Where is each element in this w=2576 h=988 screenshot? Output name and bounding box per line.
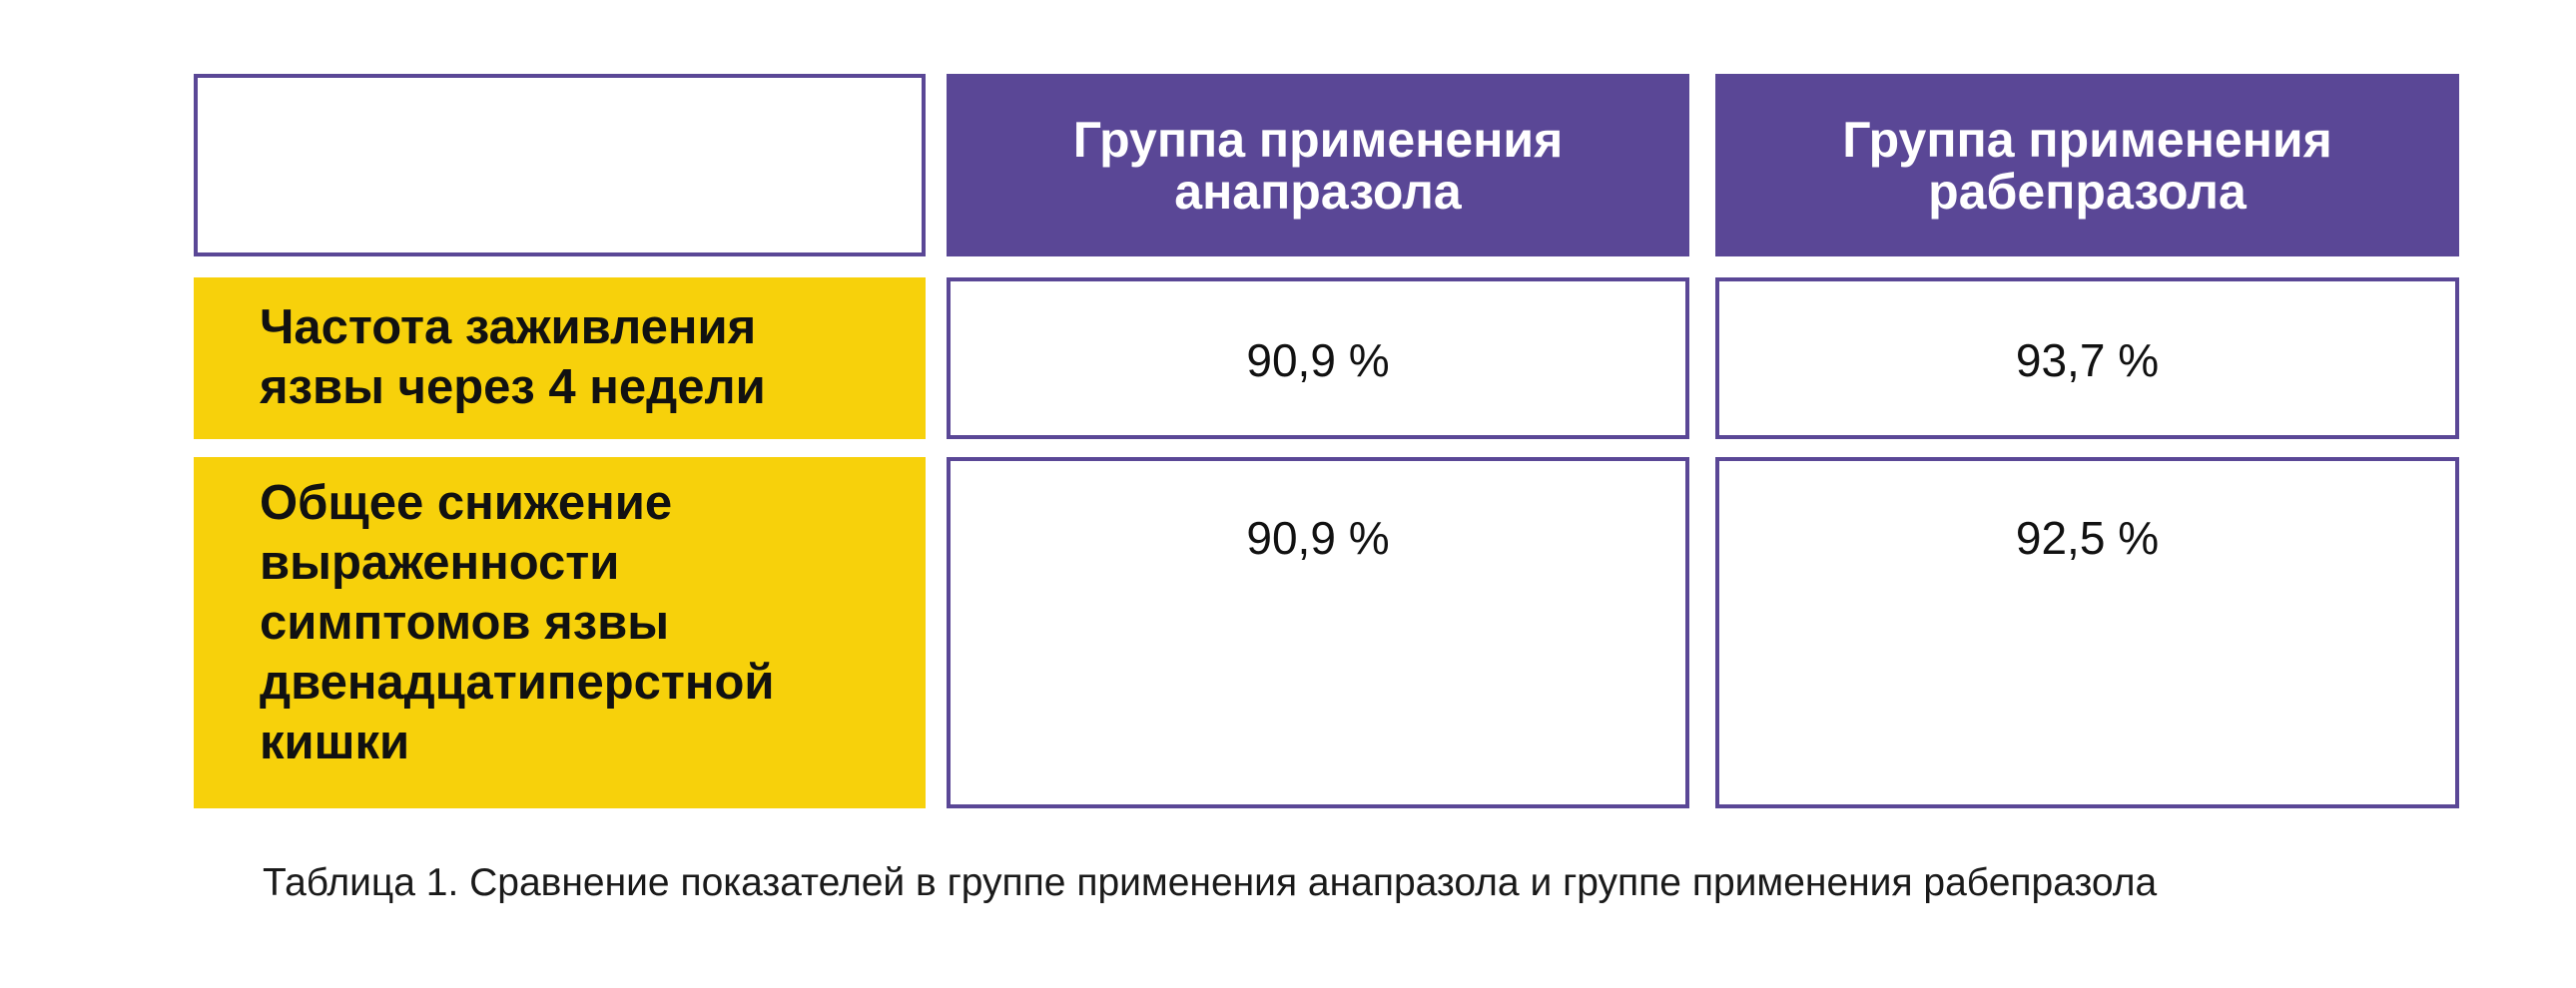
row-label-symptom-reduction-line-3: симптомов язвы [260, 596, 670, 650]
column-header-anaprazole: Группа применения анапразола [947, 74, 1689, 256]
column-header-rabeprazole: Группа применения рабепразола [1715, 74, 2459, 256]
value-symptom-reduction-rabeprazole: 92,5 % [1715, 457, 2459, 808]
value-text: 93,7 % [2015, 334, 2160, 386]
column-header-anaprazole-line-2: анапразола [1174, 163, 1462, 220]
column-header-rabeprazole-line-1: Группа применения [1842, 111, 2332, 168]
row-label-symptom-reduction-line-2: выраженности [260, 536, 620, 590]
table-caption: Таблица 1. Сравнение показателей в групп… [263, 861, 2158, 904]
value-text: 92,5 % [2015, 512, 2160, 564]
column-header-anaprazole-line-1: Группа применения [1072, 111, 1564, 168]
column-header-rabeprazole-line-2: рабепразола [1928, 163, 2247, 220]
row-label-healing-rate-line-2: язвы через 4 недели [260, 360, 766, 414]
value-text: 90,9 % [1246, 334, 1390, 386]
value-healing-rate-anaprazole: 90,9 % [947, 277, 1689, 439]
row-label-symptom-reduction-line-5: кишки [260, 716, 410, 769]
value-text: 90,9 % [1246, 512, 1390, 564]
row-label-healing-rate: Частота заживления язвы через 4 недели [194, 277, 926, 439]
value-healing-rate-rabeprazole: 93,7 % [1715, 277, 2459, 439]
value-symptom-reduction-anaprazole: 90,9 % [947, 457, 1689, 808]
table-corner-cell [194, 74, 926, 256]
row-label-symptom-reduction-line-1: Общее снижение [260, 476, 673, 530]
row-label-symptom-reduction: Общее снижение выраженности симптомов яз… [194, 457, 926, 808]
row-label-healing-rate-line-1: Частота заживления [260, 300, 757, 354]
row-label-symptom-reduction-line-4: двенадцатиперстной [260, 656, 775, 710]
